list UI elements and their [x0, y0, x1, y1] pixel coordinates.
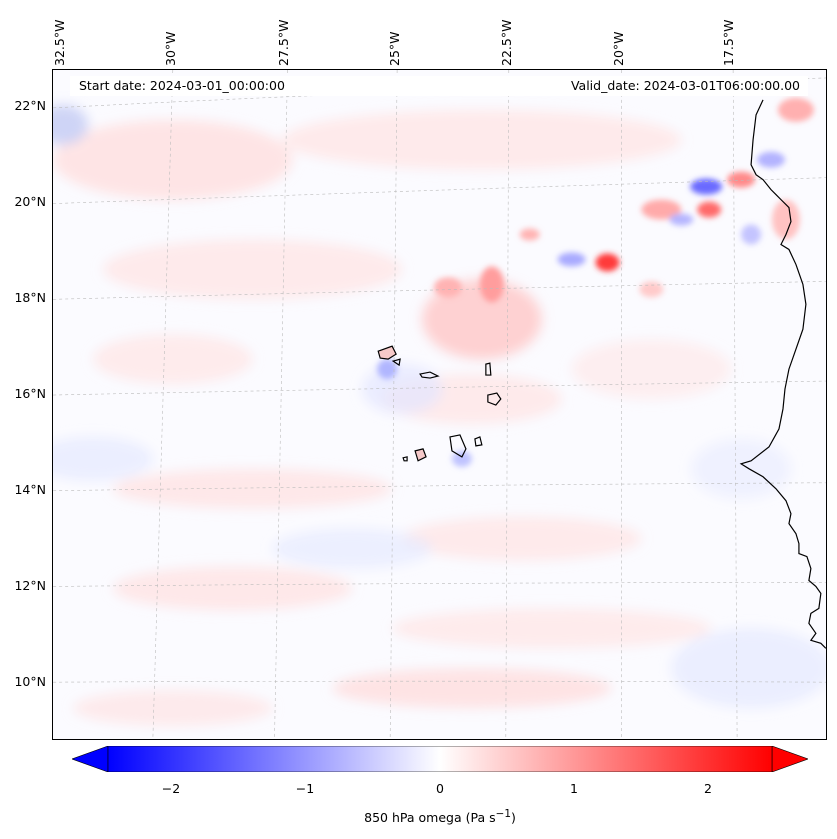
lon-label: 25°W	[387, 31, 402, 66]
map-panel	[52, 69, 827, 740]
lat-label: 12°N	[14, 578, 46, 593]
colorbar	[72, 746, 808, 772]
colorbar-tick-label: 2	[704, 781, 712, 796]
colorbar-title-end: )	[510, 810, 516, 826]
colorbar-gradient	[107, 746, 773, 772]
graticule	[53, 70, 826, 739]
colorbar-tick-label: −1	[295, 781, 315, 796]
colorbar-title-text: 850 hPa omega (Pa s	[364, 810, 496, 826]
lon-label: 30°W	[163, 31, 178, 66]
omega-field	[53, 70, 826, 739]
colorbar-tick-label: 1	[570, 781, 578, 796]
colorbar-min-extend	[72, 746, 109, 772]
strong-features	[377, 97, 814, 467]
colorbar-tick-label: −2	[161, 781, 181, 796]
lon-label: 17.5°W	[721, 19, 736, 66]
start-date-text: Start date: 2024-03-01_00:00:00	[79, 78, 285, 93]
colorbar-max-extend	[771, 746, 808, 772]
valid-date-text: Valid_date: 2024-03-01T06:00:00.00	[570, 78, 800, 93]
lon-label: 27.5°W	[276, 19, 291, 66]
date-info-bar: Start date: 2024-03-01_00:00:00 Valid_da…	[70, 76, 808, 96]
lat-label: 14°N	[14, 482, 46, 497]
colorbar-title: 850 hPa omega (Pa s−1)	[364, 808, 516, 825]
coastline	[739, 99, 826, 649]
colorbar-tick-label: 0	[436, 781, 444, 796]
lat-label: 22°N	[14, 98, 46, 113]
lat-label: 18°N	[14, 290, 46, 305]
islands	[377, 345, 502, 462]
lat-label: 20°N	[14, 194, 46, 209]
colorbar-title-sup: −1	[495, 808, 511, 820]
lon-label: 20°W	[611, 31, 626, 66]
lon-label: 32.5°W	[52, 19, 67, 66]
omega-shading	[53, 104, 826, 727]
lon-label: 22.5°W	[499, 19, 514, 66]
lat-label: 16°N	[14, 386, 46, 401]
lat-label: 10°N	[14, 674, 46, 689]
